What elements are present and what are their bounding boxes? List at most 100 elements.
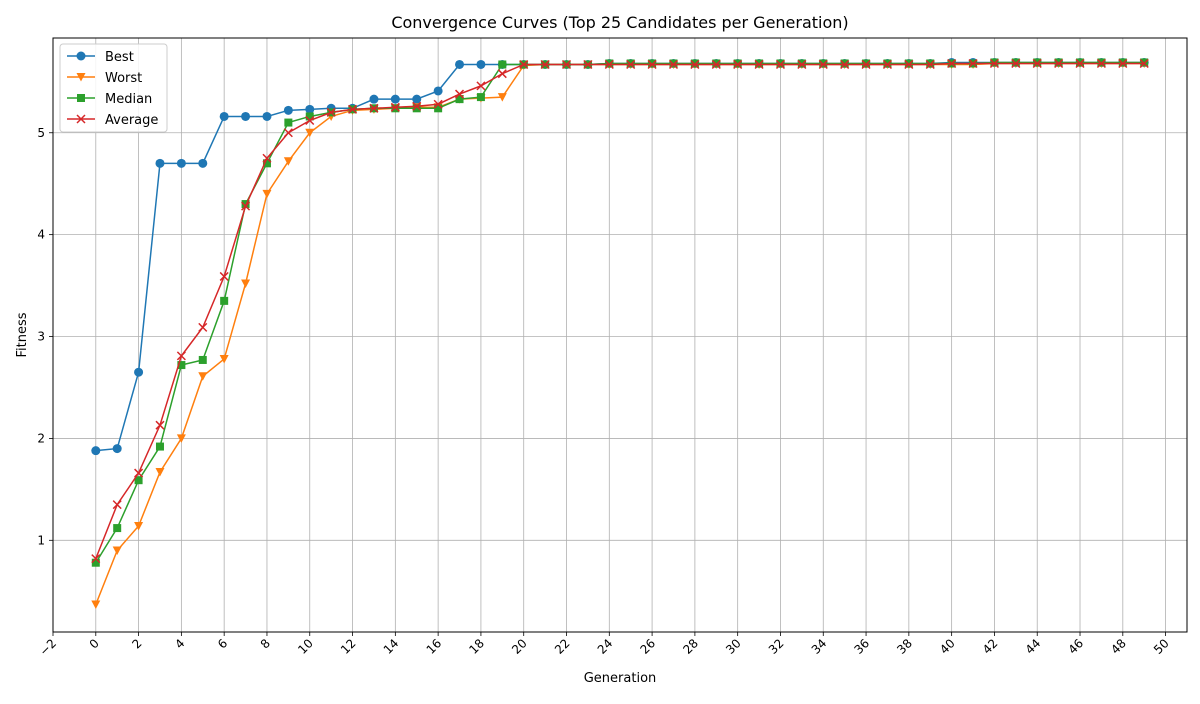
data-point-worst <box>241 279 251 289</box>
legend: Best Worst Median Average <box>59 43 168 133</box>
y-tick-label: 5 <box>37 126 45 140</box>
data-point-worst <box>91 600 101 609</box>
data-point-average <box>283 128 293 138</box>
data-point-worst <box>198 372 208 381</box>
data-point-average <box>733 59 743 70</box>
data-point-average <box>690 59 700 70</box>
data-point-average <box>754 59 764 70</box>
data-point-average <box>626 59 636 70</box>
data-point-average <box>390 102 400 112</box>
data-point-average <box>476 81 486 91</box>
data-point-median <box>434 104 443 113</box>
data-point-average <box>198 322 208 332</box>
plot-area <box>91 57 1149 609</box>
data-point-average <box>840 59 850 70</box>
legend-marker-average <box>76 114 86 124</box>
data-point-best <box>412 94 422 104</box>
legend-label-worst: Worst <box>105 71 142 86</box>
data-point-average <box>947 58 957 69</box>
legend-label-best: Best <box>105 50 134 65</box>
data-point-worst <box>176 434 186 443</box>
data-point-average <box>176 351 186 361</box>
data-point-best <box>262 111 272 121</box>
data-point-worst <box>305 128 315 138</box>
data-point-best <box>155 158 165 168</box>
data-point-average <box>1075 58 1085 69</box>
data-point-median <box>455 95 464 104</box>
data-point-best <box>112 444 122 454</box>
data-point-average <box>583 59 593 70</box>
data-point-average <box>540 59 550 70</box>
legend-label-average: Average <box>105 113 158 128</box>
data-point-median <box>305 112 314 121</box>
data-point-best <box>390 94 400 104</box>
data-point-worst <box>497 93 507 102</box>
data-point-worst <box>112 546 122 555</box>
series-average <box>91 58 1149 564</box>
data-point-average <box>112 500 122 510</box>
data-point-average <box>369 103 379 113</box>
data-point-best <box>283 105 293 115</box>
chart-title: Convergence Curves (Top 25 Candidates pe… <box>391 13 848 32</box>
data-point-average <box>1118 58 1128 69</box>
data-point-best <box>433 86 443 96</box>
data-point-average <box>1054 58 1064 69</box>
data-point-average <box>454 89 465 99</box>
data-point-average <box>925 59 935 70</box>
data-point-average <box>262 153 272 163</box>
data-point-best <box>91 446 101 456</box>
data-point-best <box>241 111 251 121</box>
data-point-best <box>476 59 486 69</box>
data-point-median <box>198 355 207 364</box>
data-point-best <box>176 158 186 168</box>
data-point-best <box>455 59 465 69</box>
y-tick-label: 2 <box>37 431 45 445</box>
data-point-average <box>904 59 914 70</box>
data-point-average <box>1139 58 1149 69</box>
data-point-average <box>519 59 529 70</box>
data-point-median <box>476 93 485 102</box>
data-point-average <box>968 58 978 69</box>
y-tick-label: 4 <box>37 228 45 242</box>
data-point-average <box>219 271 229 281</box>
data-point-average <box>668 59 679 70</box>
data-point-worst <box>262 189 272 199</box>
data-point-median <box>241 200 250 209</box>
data-point-median <box>220 296 229 305</box>
data-point-worst <box>283 157 293 166</box>
legend-entry-average: Average <box>67 113 158 128</box>
data-point-best <box>305 104 315 114</box>
data-point-average <box>412 101 422 111</box>
data-point-median <box>134 476 143 485</box>
data-point-average <box>647 59 657 70</box>
data-point-best <box>219 111 229 121</box>
data-point-average <box>1011 58 1021 69</box>
data-point-median <box>177 361 186 370</box>
data-point-median <box>412 104 421 113</box>
data-point-average <box>305 115 315 126</box>
data-point-median <box>284 118 293 127</box>
data-point-average <box>775 59 786 70</box>
plot-frame <box>52 37 1188 633</box>
x-axis-label: Generation <box>584 671 657 686</box>
data-point-average <box>326 107 336 117</box>
data-point-average <box>1032 58 1042 69</box>
legend-entry-worst: Worst <box>67 71 142 86</box>
data-point-worst <box>219 354 229 364</box>
y-axis-label: Fitness <box>15 312 30 357</box>
data-point-median <box>498 60 507 69</box>
data-point-median <box>155 442 164 451</box>
legend-entry-best: Best <box>67 50 134 65</box>
data-point-average <box>561 59 572 70</box>
legend-entry-median: Median <box>67 92 152 107</box>
data-point-median <box>262 159 271 168</box>
data-point-best <box>134 367 144 377</box>
data-point-average <box>433 99 443 109</box>
data-point-average <box>711 59 721 70</box>
data-point-average <box>818 59 828 70</box>
data-point-average <box>348 104 358 114</box>
data-point-average <box>882 59 892 70</box>
data-point-average <box>861 59 871 70</box>
data-point-average <box>604 59 614 70</box>
